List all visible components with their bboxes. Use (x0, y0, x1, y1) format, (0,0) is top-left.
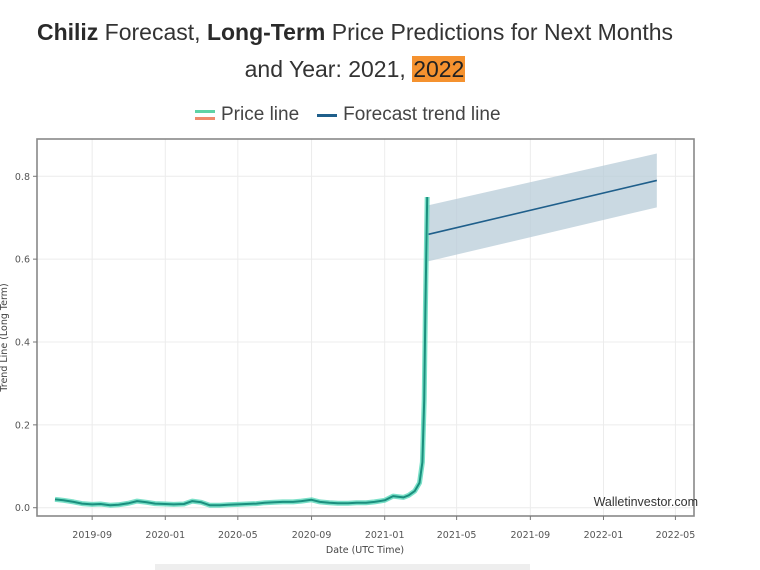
legend-item-price-line[interactable]: Price line (195, 104, 299, 126)
page-title: Chiliz Forecast, Long-Term Price Predict… (0, 14, 710, 88)
y-tick-label: 0.4 (15, 338, 30, 349)
title-long-term: Long-Term (206, 19, 326, 45)
price-line-swatch-icon (195, 110, 215, 120)
title-line-1: Chiliz Forecast, Long-Term Price Predict… (0, 14, 710, 51)
price-line-glow (54, 196, 430, 508)
x-tick-label: 2020-01 (145, 530, 185, 541)
x-tick-label: 2021-05 (437, 530, 477, 541)
x-axis-label: Date (UTC Time) (326, 545, 404, 556)
x-tick-label: 2019-09 (72, 530, 112, 541)
chart-legend: Price line Forecast trend line (195, 104, 519, 126)
y-tick-label: 0.0 (15, 503, 30, 514)
legend-label: Price line (221, 104, 300, 125)
forecast-trend-line (428, 179, 658, 236)
title-text: Forecast, (98, 19, 207, 45)
x-tick-label: 2022-01 (584, 530, 624, 541)
y-tick-label: 0.6 (15, 255, 30, 266)
y-axis-label: Trend Line (Long Term) (0, 283, 10, 392)
legend-item-forecast-trend-line[interactable]: Forecast trend line (317, 104, 501, 126)
watermark: Walletinvestor.com (594, 495, 698, 509)
x-tick-label: 2021-09 (510, 530, 550, 541)
title-text: and Year: 2021, (244, 56, 413, 82)
y-tick-label: 0.2 (15, 420, 30, 431)
x-tick-label: 2020-09 (292, 530, 332, 541)
x-axis: 2019-09 2020-01 2020-05 2020-09 2021-01 2021-… (72, 516, 695, 541)
title-line-2: and Year: 2021, 2022 (0, 51, 710, 88)
plot-frame (36, 138, 695, 517)
y-axis: 0.0 0.2 0.4 0.6 0.8 (15, 172, 37, 514)
title-text: Price Predictions for Next Months (325, 19, 674, 45)
x-tick-label: 2021-01 (365, 530, 405, 541)
y-tick-label: 0.8 (15, 172, 30, 183)
x-tick-label: 2022-05 (656, 530, 696, 541)
legend-label: Forecast trend line (343, 104, 501, 125)
scroll-strip (155, 564, 530, 570)
title-coin-name: Chiliz (36, 19, 99, 45)
price-line (54, 196, 429, 507)
forecast-line-swatch-icon (317, 113, 338, 117)
x-tick-label: 2020-05 (218, 530, 258, 541)
title-highlight-year: 2022 (412, 56, 466, 82)
